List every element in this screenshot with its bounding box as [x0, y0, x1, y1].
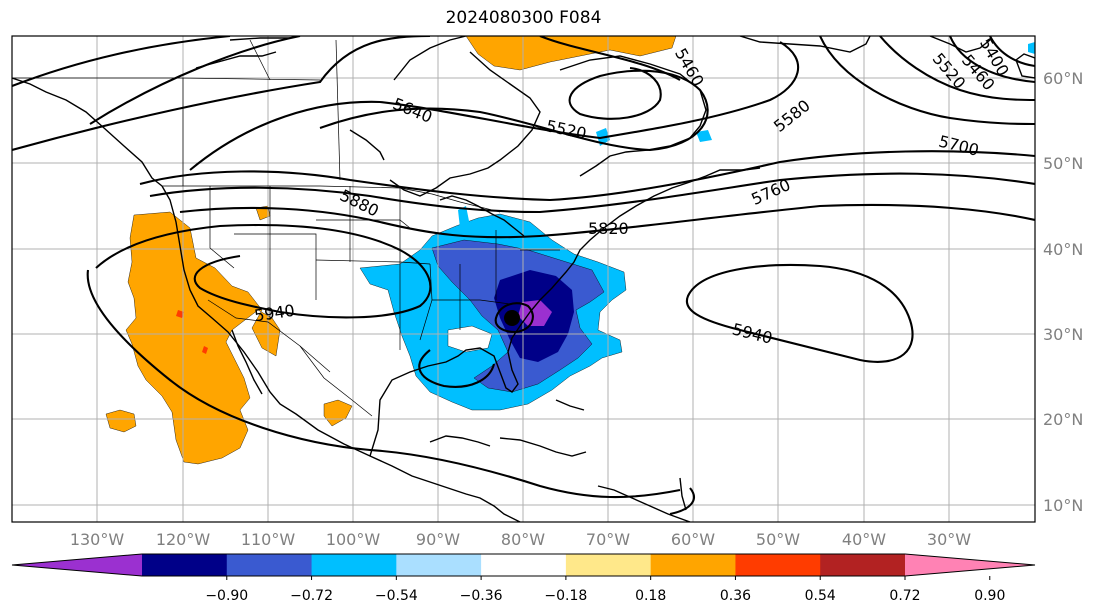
colorbar-tick-label: 0.72 — [889, 588, 920, 604]
map-title: 2024080300 F084 — [445, 8, 602, 28]
colorbar-swatch — [735, 554, 821, 576]
lon-tick-label: 30°W — [927, 530, 971, 549]
storm-center-marker — [504, 310, 520, 326]
lon-tick-label: 70°W — [586, 530, 630, 549]
lat-tick-label: 20°N — [1043, 410, 1083, 429]
lon-tick-label: 40°W — [842, 530, 886, 549]
lon-tick-label: 110°W — [241, 530, 296, 549]
contour-label: 5640 — [390, 94, 435, 127]
colorbar-tick-label: 0.36 — [720, 588, 751, 604]
lat-tick-label: 30°N — [1043, 325, 1083, 344]
colorbar-swatch — [565, 554, 652, 576]
colorbar-tick-label: −0.72 — [290, 588, 333, 604]
colorbar-tick-label: 0.18 — [635, 588, 666, 604]
colorbar-swatch — [311, 554, 397, 576]
map-frame — [11, 35, 1036, 523]
colorbar-tick-label: −0.18 — [544, 588, 587, 604]
lon-tick-label: 80°W — [501, 530, 545, 549]
latitude-labels: 60°N 50°N 40°N 30°N 20°N 10°N — [1043, 69, 1083, 515]
lon-tick-label: 90°W — [416, 530, 460, 549]
colorbar-tick-label: 0.54 — [805, 588, 836, 604]
colorbar-swatch — [226, 554, 313, 576]
lon-tick-label: 60°W — [671, 530, 715, 549]
colorbar-tick-label: −0.54 — [375, 588, 418, 604]
colorbar-swatch — [396, 554, 482, 576]
lon-tick-label: 100°W — [326, 530, 381, 549]
contour-label: 5940 — [253, 301, 296, 325]
longitude-labels: 130°W 120°W 110°W 100°W 90°W 80°W 70°W 6… — [70, 530, 971, 549]
positive-anomaly-north — [465, 36, 677, 71]
lon-tick-label: 130°W — [70, 530, 125, 549]
height-contours — [12, 36, 1035, 516]
colorbar-tick-label: −0.36 — [460, 588, 503, 604]
contour-label: 5580 — [770, 96, 814, 136]
colorbar: −0.90 −0.72 −0.54 −0.36 −0.18 0.18 0.36 0.54 0.7… — [11, 553, 1036, 604]
positive-anomaly-west — [125, 211, 281, 465]
contour-label: 5760 — [748, 175, 793, 209]
colorbar-swatch — [820, 554, 906, 576]
colorbar-extension-min — [12, 554, 142, 576]
lat-tick-label: 50°N — [1043, 154, 1083, 173]
lon-tick-label: 50°W — [756, 530, 800, 549]
lon-tick-label: 120°W — [156, 530, 211, 549]
contour-label: 5700 — [937, 132, 981, 160]
contour-label: 5820 — [588, 219, 629, 238]
lat-tick-label: 60°N — [1043, 69, 1083, 88]
lat-tick-label: 40°N — [1043, 240, 1083, 259]
colorbar-extension-max — [905, 554, 1035, 576]
colorbar-swatch — [142, 554, 228, 576]
colorbar-tick-label: −0.90 — [205, 588, 248, 604]
colorbar-swatch — [481, 554, 567, 576]
colorbar-swatch — [650, 554, 736, 576]
colorbar-tick-label: 0.90 — [974, 588, 1005, 604]
political-borders — [12, 39, 560, 417]
negative-anomaly-extreme — [518, 300, 552, 326]
contour-label: 5520 — [544, 116, 588, 143]
lat-tick-label: 10°N — [1043, 496, 1083, 515]
contour-label: 5940 — [730, 319, 774, 347]
colorbar-outline — [11, 553, 1036, 577]
contour-label: 5460 — [671, 45, 708, 90]
